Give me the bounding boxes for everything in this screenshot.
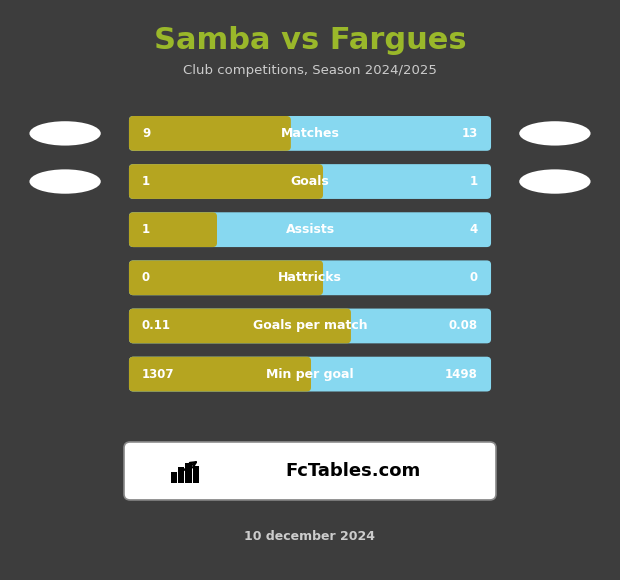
- Text: 1498: 1498: [445, 368, 478, 380]
- Text: Goals per match: Goals per match: [253, 320, 367, 332]
- Text: 1: 1: [470, 175, 478, 188]
- Text: Club competitions, Season 2024/2025: Club competitions, Season 2024/2025: [183, 64, 437, 77]
- Text: Samba vs Fargues: Samba vs Fargues: [154, 26, 466, 55]
- Text: 0: 0: [142, 271, 150, 284]
- Text: 1: 1: [142, 175, 150, 188]
- FancyBboxPatch shape: [124, 442, 496, 500]
- Text: 4: 4: [470, 223, 478, 236]
- Text: FcTables.com: FcTables.com: [286, 462, 421, 480]
- Text: Goals: Goals: [291, 175, 329, 188]
- Text: Min per goal: Min per goal: [266, 368, 354, 380]
- FancyBboxPatch shape: [129, 357, 491, 392]
- Text: 1307: 1307: [142, 368, 174, 380]
- FancyBboxPatch shape: [129, 309, 491, 343]
- Text: 9: 9: [142, 127, 150, 140]
- Ellipse shape: [520, 121, 590, 146]
- Ellipse shape: [29, 169, 100, 194]
- FancyBboxPatch shape: [129, 212, 217, 247]
- FancyBboxPatch shape: [129, 116, 291, 151]
- FancyBboxPatch shape: [129, 116, 491, 151]
- Text: 1: 1: [142, 223, 150, 236]
- Text: Matches: Matches: [281, 127, 339, 140]
- FancyBboxPatch shape: [129, 164, 323, 199]
- Text: 13: 13: [462, 127, 478, 140]
- Text: Hattricks: Hattricks: [278, 271, 342, 284]
- FancyBboxPatch shape: [129, 260, 323, 295]
- Ellipse shape: [29, 121, 100, 146]
- Text: 0.11: 0.11: [142, 320, 171, 332]
- Bar: [178, 467, 184, 483]
- Bar: [193, 466, 199, 483]
- FancyBboxPatch shape: [129, 212, 491, 247]
- Text: Assists: Assists: [285, 223, 335, 236]
- FancyBboxPatch shape: [129, 164, 491, 199]
- Text: 0: 0: [470, 271, 478, 284]
- Text: 10 december 2024: 10 december 2024: [244, 530, 376, 543]
- Bar: [185, 463, 192, 483]
- Bar: [170, 472, 177, 483]
- Text: 0.08: 0.08: [449, 320, 478, 332]
- Ellipse shape: [520, 169, 590, 194]
- FancyBboxPatch shape: [129, 309, 351, 343]
- FancyBboxPatch shape: [129, 260, 491, 295]
- FancyBboxPatch shape: [129, 357, 311, 392]
